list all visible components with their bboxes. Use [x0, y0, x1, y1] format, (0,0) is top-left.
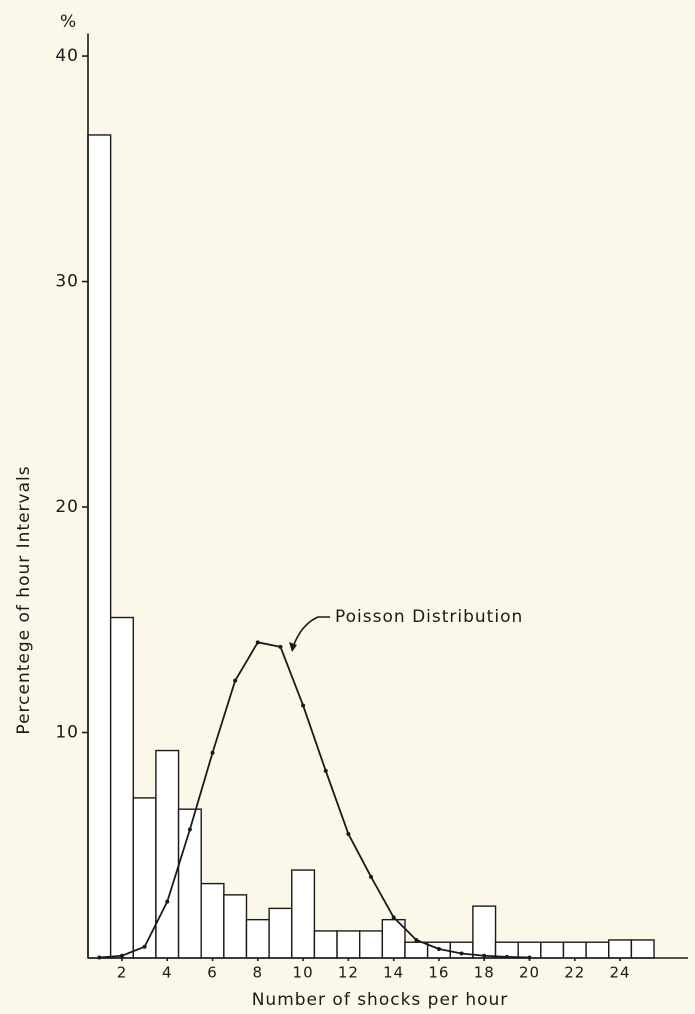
poisson-curve: [99, 641, 530, 959]
curve-point: [436, 946, 441, 951]
curve-point: [301, 703, 306, 708]
y-tick-label: 30: [55, 272, 79, 292]
x-tick-label: 18: [474, 964, 495, 982]
curve-point: [255, 640, 260, 645]
x-tick-label: 24: [610, 964, 631, 982]
arrow-head: [289, 642, 297, 652]
y-tick-label: 40: [55, 46, 79, 66]
annotation-arrow: [291, 616, 330, 651]
curve-point: [369, 874, 374, 879]
bar: [223, 894, 248, 959]
curve-point: [142, 944, 147, 949]
bar: [336, 930, 361, 959]
bar: [132, 797, 157, 959]
x-tick-label: 2: [117, 964, 128, 982]
bar: [630, 939, 655, 959]
bar: [404, 941, 429, 959]
curve-point: [482, 953, 487, 958]
curve-point: [187, 827, 192, 832]
curve-point: [459, 951, 464, 956]
y-axis-label: Percentege of hour Intervals: [14, 465, 34, 734]
annotation: Poisson Distribution: [335, 607, 523, 627]
x-tick-label: 14: [383, 964, 404, 982]
bar: [449, 941, 474, 959]
curve-point: [119, 953, 124, 958]
bar: [313, 930, 338, 959]
curve-point: [210, 750, 215, 755]
curve-point: [165, 899, 170, 904]
x-tick-label: 8: [253, 964, 264, 982]
curve-point: [391, 915, 396, 920]
bar: [200, 882, 225, 959]
x-tick-label: 6: [207, 964, 218, 982]
bar: [291, 869, 316, 959]
bar: [155, 749, 180, 959]
y-tick-label: 10: [55, 723, 79, 743]
bar: [109, 616, 134, 959]
curve-point: [346, 831, 351, 836]
x-axis-label: Number of shocks per hour: [252, 990, 509, 1010]
bar: [472, 905, 497, 959]
bar: [540, 941, 565, 959]
y-unit: %: [60, 12, 77, 32]
curve-point: [414, 937, 419, 942]
y-tick-label: 20: [55, 497, 79, 517]
bar: [87, 134, 112, 959]
x-tick-label: 4: [162, 964, 173, 982]
bar: [585, 941, 610, 959]
x-tick-label: 10: [293, 964, 314, 982]
x-tick-label: 12: [338, 964, 359, 982]
curve-point: [233, 678, 238, 683]
bar: [608, 939, 633, 959]
bar: [245, 918, 270, 959]
x-tick-label: 22: [564, 964, 585, 982]
curve-point: [278, 644, 283, 649]
bar: [268, 907, 293, 959]
bar: [358, 930, 384, 959]
curve-point: [323, 768, 328, 773]
x-tick-label: 20: [519, 964, 540, 982]
x-tick-label: 16: [428, 964, 449, 982]
bar: [562, 941, 587, 959]
